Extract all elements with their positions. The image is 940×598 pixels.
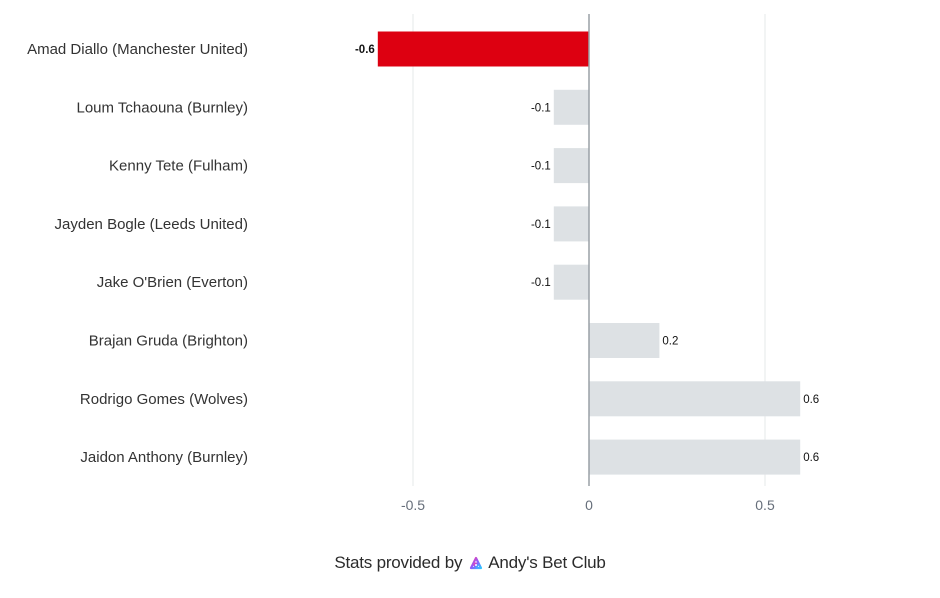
x-tick-label: -0.5 bbox=[401, 497, 425, 513]
bar bbox=[553, 264, 589, 300]
category-label: Jayden Bogle (Leeds United) bbox=[55, 216, 248, 233]
value-label: -0.1 bbox=[531, 219, 551, 231]
category-label: Rodrigo Gomes (Wolves) bbox=[80, 391, 248, 408]
value-label: 0.2 bbox=[662, 336, 678, 348]
category-label: Jake O'Brien (Everton) bbox=[97, 274, 248, 291]
bar bbox=[589, 439, 801, 475]
category-label: Jaidon Anthony (Burnley) bbox=[80, 449, 248, 466]
value-label: 0.6 bbox=[803, 394, 819, 406]
value-label: -0.1 bbox=[531, 161, 551, 173]
bar bbox=[377, 31, 589, 67]
x-tick-label: 0.5 bbox=[755, 497, 775, 513]
value-label: -0.6 bbox=[355, 44, 375, 56]
bar bbox=[589, 381, 801, 417]
bar bbox=[553, 89, 589, 125]
bar-chart: Amad Diallo (Manchester United) Loum Tcha… bbox=[27, 14, 819, 513]
bar bbox=[589, 323, 660, 358]
category-label: Loum Tchaouna (Burnley) bbox=[77, 99, 249, 116]
abc-logo-icon bbox=[470, 556, 483, 570]
footer-credit: Stats provided by Andy's Bet Club bbox=[0, 550, 940, 576]
category-label: Amad Diallo (Manchester United) bbox=[27, 41, 248, 58]
footer-prefix: Stats provided by bbox=[334, 553, 463, 572]
bars bbox=[377, 31, 801, 475]
category-label: Brajan Gruda (Brighton) bbox=[89, 333, 248, 350]
x-axis-ticks: -0.5 0 0.5 bbox=[401, 497, 775, 513]
category-label: Kenny Tete (Fulham) bbox=[109, 158, 248, 175]
value-label: 0.6 bbox=[803, 452, 819, 464]
bar bbox=[553, 148, 589, 184]
footer-brand: Andy's Bet Club bbox=[488, 553, 606, 572]
bar bbox=[553, 206, 589, 242]
value-label: -0.1 bbox=[531, 277, 551, 289]
value-label: -0.1 bbox=[531, 102, 551, 114]
value-labels: -0.6 -0.1 -0.1 -0.1 -0.1 0.2 0.6 0.6 bbox=[355, 44, 819, 464]
x-tick-label: 0 bbox=[585, 497, 593, 513]
category-labels: Amad Diallo (Manchester United) Loum Tcha… bbox=[27, 41, 248, 466]
